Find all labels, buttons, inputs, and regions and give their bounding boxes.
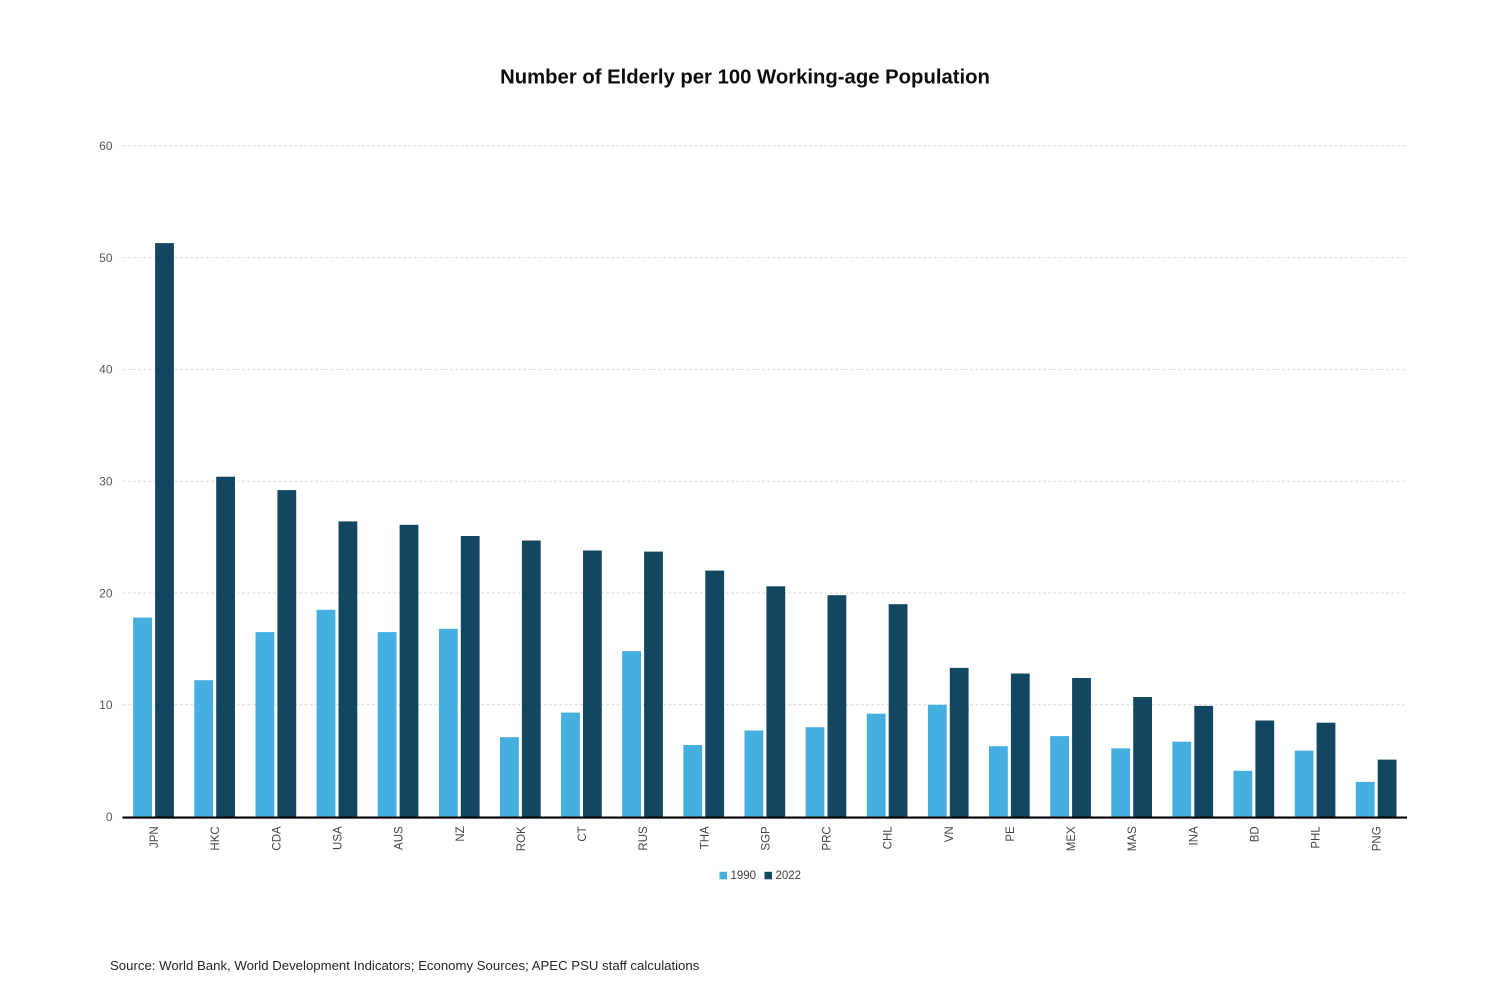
svg-text:VN: VN (944, 826, 956, 842)
svg-text:AUS: AUS (394, 826, 406, 850)
svg-text:CHL: CHL (883, 826, 895, 850)
svg-text:CT: CT (577, 826, 589, 841)
svg-text:1990: 1990 (731, 870, 757, 882)
svg-text:20: 20 (99, 586, 113, 600)
svg-text:50: 50 (99, 251, 113, 265)
svg-text:60: 60 (99, 139, 113, 153)
svg-text:THA: THA (699, 826, 711, 849)
svg-text:USA: USA (333, 826, 345, 850)
svg-text:30: 30 (99, 475, 113, 489)
svg-text:PHL: PHL (1311, 826, 1323, 849)
svg-text:PE: PE (1005, 826, 1017, 842)
svg-text:MEX: MEX (1066, 826, 1078, 851)
svg-text:INA: INA (1188, 826, 1200, 846)
svg-text:40: 40 (99, 363, 113, 377)
svg-text:CDA: CDA (271, 826, 283, 851)
svg-text:10: 10 (99, 698, 113, 712)
svg-text:BD: BD (1249, 826, 1261, 842)
svg-text:HKC: HKC (210, 826, 222, 850)
svg-text:MAS: MAS (1127, 826, 1139, 851)
svg-text:PNG: PNG (1372, 826, 1384, 851)
svg-text:PRC: PRC (822, 826, 834, 850)
svg-text:2022: 2022 (776, 870, 802, 882)
svg-text:Number of Elderly per 100 Work: Number of Elderly per 100 Working-age Po… (500, 67, 990, 89)
svg-text:SGP: SGP (760, 826, 772, 851)
svg-text:ROK: ROK (516, 826, 528, 851)
svg-text:NZ: NZ (455, 826, 467, 841)
svg-text:0: 0 (106, 810, 113, 824)
svg-text:RUS: RUS (638, 826, 650, 851)
svg-text:Source: World Bank, World Deve: Source: World Bank, World Development In… (110, 958, 700, 973)
svg-text:JPN: JPN (149, 826, 161, 848)
